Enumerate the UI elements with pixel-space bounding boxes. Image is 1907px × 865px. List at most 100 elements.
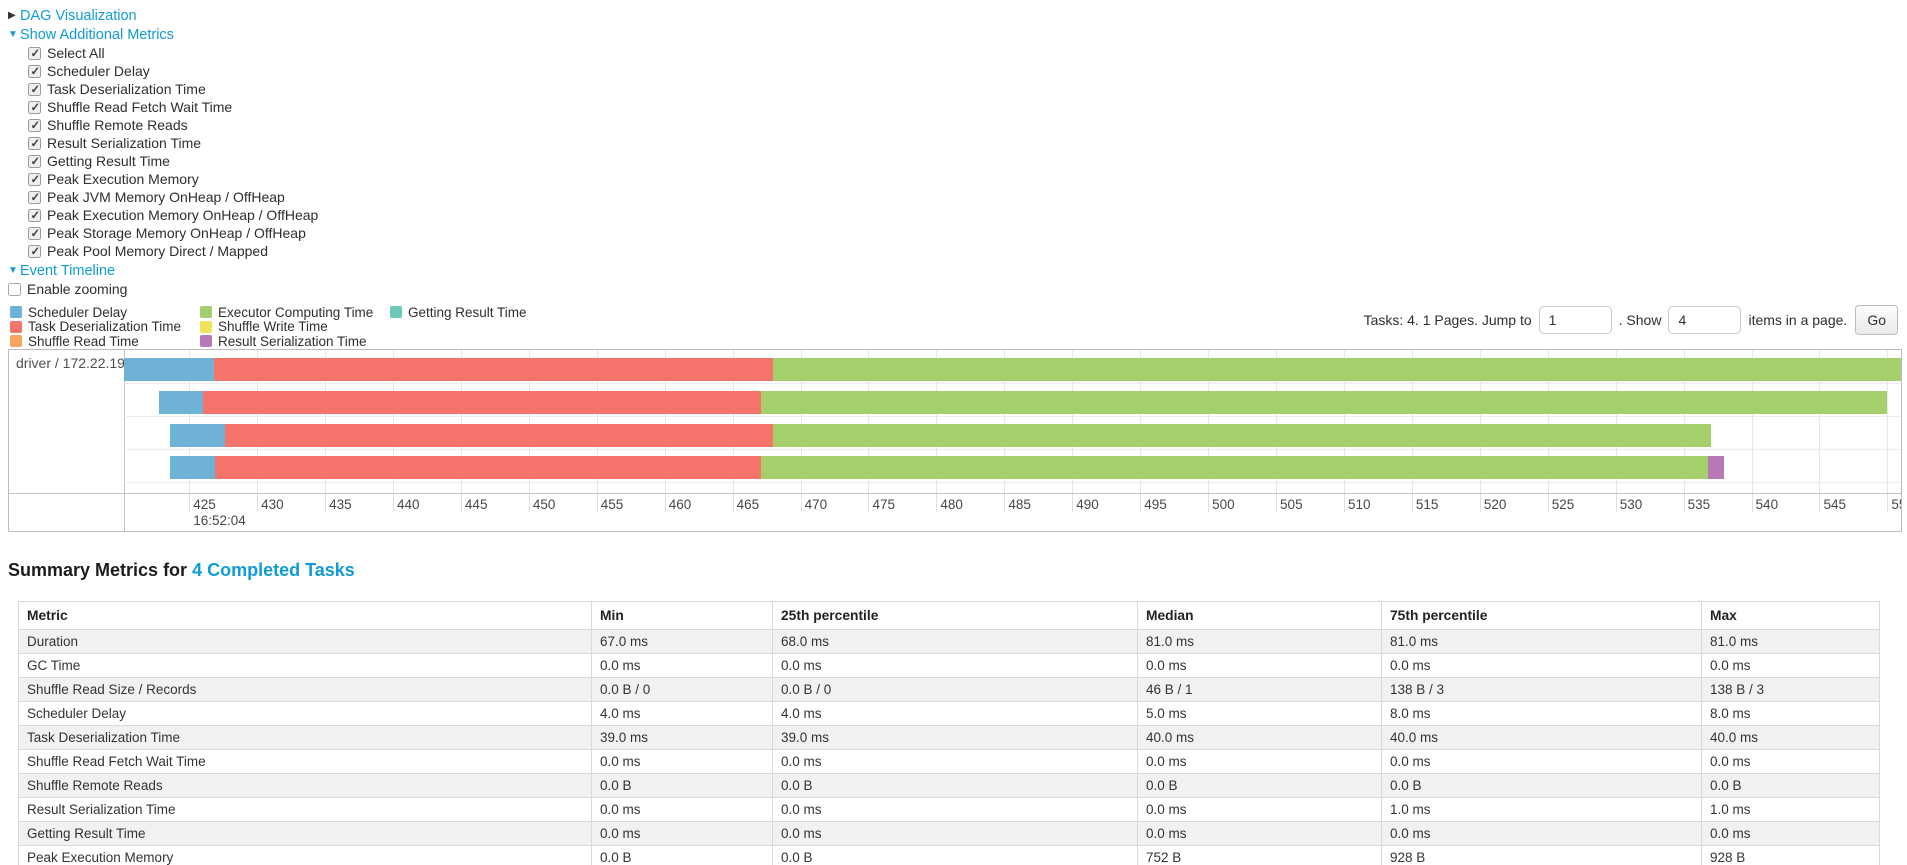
axis-tick-label: 505	[1280, 497, 1303, 512]
legend-swatch	[200, 335, 212, 348]
metric-checkbox-label[interactable]: Shuffle Read Fetch Wait Time	[47, 99, 233, 115]
metric-checkbox[interactable]	[28, 100, 41, 114]
legend-item: Getting Result Time	[390, 305, 527, 320]
task-bar-segment[interactable]	[213, 358, 774, 381]
axis-tick-label: 455	[600, 497, 624, 512]
axis-tick	[460, 494, 462, 512]
value-cell: 1.0 ms	[1381, 797, 1702, 822]
time-gridline	[528, 350, 530, 493]
task-bar-segment[interactable]	[170, 424, 225, 447]
value-cell: 0.0 B / 0	[772, 677, 1138, 702]
axis-tick-label: 490	[1076, 497, 1099, 512]
metric-checkbox-label[interactable]: Result Serialization Time	[47, 135, 202, 151]
axis-tick-label: 485	[1008, 497, 1031, 512]
metric-checkbox[interactable]	[28, 244, 41, 258]
metric-cell: GC Time	[18, 653, 592, 678]
value-cell: 0.0 ms	[1701, 821, 1880, 846]
time-gridline	[732, 350, 734, 493]
value-cell: 0.0 ms	[591, 797, 773, 822]
items-per-page-input[interactable]	[1668, 306, 1742, 334]
axis-tick-label: 445	[464, 497, 488, 512]
metric-checkbox[interactable]	[28, 64, 41, 78]
metric-checkbox-label[interactable]: Getting Result Time	[47, 153, 170, 169]
axis-tick-label: 510	[1347, 497, 1371, 512]
task-bar-segment[interactable]	[170, 456, 216, 479]
enable-zooming-checkbox[interactable]	[8, 282, 21, 296]
metric-checkbox-label[interactable]: Shuffle Remote Reads	[47, 117, 188, 133]
table-row: Peak Execution Memory 0.0 B 0.0 B 752 B 928 …	[18, 845, 1880, 865]
header-cell: 75th percentile	[1381, 601, 1702, 630]
metric-checkbox-label[interactable]: Peak Execution Memory	[47, 171, 199, 187]
legend-item: Executor Computing Time	[200, 305, 390, 320]
task-bar-segment[interactable]	[761, 456, 1709, 479]
event-timeline-chart: driver / 172.22.198.104 425 16:52:04 430 43…	[8, 349, 1902, 532]
task-bar-segment[interactable]	[1708, 456, 1725, 479]
task-bar-segment[interactable]	[124, 358, 214, 381]
legend-pagination-strip: Scheduler Delay Task Deserialization Time…	[8, 298, 1902, 349]
value-cell: 81.0 ms	[1381, 629, 1702, 654]
metric-checkbox[interactable]	[28, 82, 41, 96]
metric-checkbox-row: Peak Pool Memory Direct / Mapped	[28, 242, 1902, 260]
legend-label: Executor Computing Time	[218, 304, 374, 320]
task-bar-segment[interactable]	[761, 391, 1888, 414]
metric-checkbox[interactable]	[28, 190, 41, 204]
go-button[interactable]: Go	[1855, 305, 1898, 335]
metric-checkbox-label[interactable]: Task Deserialization Time	[47, 81, 206, 97]
task-bar-segment[interactable]	[215, 456, 762, 479]
task-bar-segment[interactable]	[202, 391, 762, 414]
axis-separator-line	[9, 493, 1901, 494]
axis-tick	[1479, 494, 1481, 512]
metric-checkbox-label[interactable]: Select All	[47, 45, 105, 61]
legend-item: Shuffle Write Time	[200, 319, 390, 334]
axis-tick-label: 475	[872, 497, 896, 512]
metric-checkbox[interactable]	[28, 172, 41, 186]
value-cell: 0.0 ms	[772, 797, 1138, 822]
task-bar-segment[interactable]	[773, 358, 1901, 381]
metric-checkbox-label[interactable]: Peak Execution Memory OnHeap / OffHeap	[47, 207, 319, 223]
legend-column: Getting Result Time	[390, 305, 527, 349]
axis-tick	[936, 494, 938, 512]
event-timeline-toggle[interactable]: ▼ Event Timeline	[8, 261, 1902, 280]
axis-tick	[732, 494, 734, 512]
value-cell: 0.0 B	[1137, 773, 1382, 798]
metric-checkbox-label[interactable]: Peak Storage Memory OnHeap / OffHeap	[47, 225, 306, 241]
time-gridline	[1004, 350, 1006, 493]
time-gridline	[1683, 350, 1685, 493]
legend-label: Result Serialization Time	[218, 333, 367, 349]
metric-checkbox-label[interactable]: Peak Pool Memory Direct / Mapped	[47, 243, 268, 259]
task-bar-segment[interactable]	[224, 424, 774, 447]
summary-metrics-title: Summary Metrics for 4 Completed Tasks	[8, 560, 1902, 586]
legend-item: Scheduler Delay	[10, 305, 200, 320]
dag-visualization-toggle[interactable]: ▶ DAG Visualization	[8, 6, 1902, 25]
enable-zooming-label[interactable]: Enable zooming	[27, 281, 128, 297]
metric-checkbox[interactable]	[28, 154, 41, 168]
metric-checkbox[interactable]	[28, 226, 41, 240]
legend-swatch	[10, 306, 22, 319]
task-bar-segment[interactable]	[159, 391, 203, 414]
task-bar-segment[interactable]	[773, 424, 1711, 447]
jump-to-page-input[interactable]	[1538, 306, 1612, 334]
metric-checkbox[interactable]	[28, 208, 41, 222]
axis-tick	[1343, 494, 1345, 512]
time-gridline	[1479, 350, 1481, 493]
axis-tick	[1072, 494, 1074, 512]
metric-checkbox-row: Shuffle Remote Reads	[28, 116, 1902, 134]
axis-tick-label: 425	[193, 497, 216, 512]
metric-checkbox[interactable]	[28, 46, 41, 60]
metric-checkbox-row: Peak Storage Memory OnHeap / OffHeap	[28, 224, 1902, 242]
header-cell: Max	[1701, 601, 1880, 630]
axis-tick-label: 545	[1823, 497, 1847, 512]
table-row: Result Serialization Time 0.0 ms 0.0 ms 0.0…	[18, 797, 1880, 822]
show-additional-metrics-toggle[interactable]: ▼ Show Additional Metrics	[8, 25, 1902, 44]
value-cell: 8.0 ms	[1701, 701, 1880, 726]
axis-tick-label: 435	[329, 497, 352, 512]
value-cell: 138 B / 3	[1701, 677, 1880, 702]
time-gridline	[189, 350, 191, 493]
table-header-row: Metric Min 25th percentile Median 75th perce…	[18, 601, 1880, 630]
metric-checkbox-label[interactable]: Scheduler Delay	[47, 63, 150, 79]
metric-checkbox[interactable]	[28, 136, 41, 150]
metric-checkbox-label[interactable]: Peak JVM Memory OnHeap / OffHeap	[47, 189, 285, 205]
legend-swatch	[10, 335, 22, 348]
metric-checkbox[interactable]	[28, 118, 41, 132]
completed-tasks-link[interactable]: 4 Completed Tasks	[192, 560, 355, 580]
